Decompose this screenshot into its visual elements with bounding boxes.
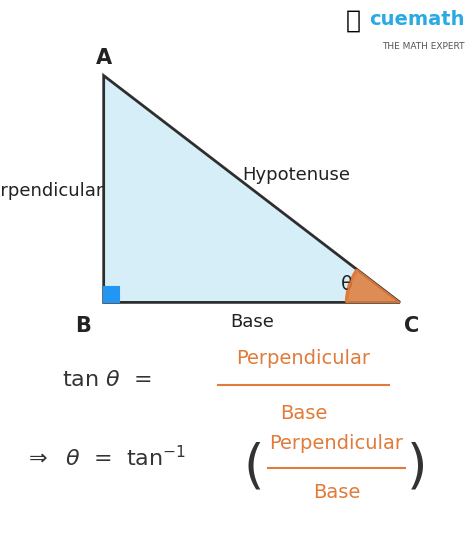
Polygon shape	[346, 270, 400, 302]
Text: Perpendicular: Perpendicular	[237, 349, 370, 368]
Text: (: (	[243, 442, 264, 494]
Text: cuemath: cuemath	[369, 10, 465, 29]
Text: Base: Base	[280, 403, 327, 423]
Text: θ: θ	[341, 275, 353, 294]
Text: tan $\theta$  =: tan $\theta$ =	[62, 371, 151, 391]
Text: C: C	[404, 316, 419, 336]
Text: Hypotenuse: Hypotenuse	[242, 166, 350, 185]
Text: Perpendicular: Perpendicular	[0, 181, 104, 200]
Text: A: A	[96, 48, 112, 68]
Text: Perpendicular: Perpendicular	[270, 434, 403, 453]
Text: B: B	[75, 316, 91, 336]
Text: THE MATH EXPERT: THE MATH EXPERT	[382, 42, 465, 51]
Bar	[104, 287, 118, 302]
Text: Base: Base	[230, 313, 274, 331]
Text: 🚀: 🚀	[346, 9, 361, 33]
Polygon shape	[104, 75, 400, 302]
Text: ): )	[407, 442, 428, 494]
Text: Base: Base	[313, 483, 360, 502]
Text: $\Rightarrow$  $\theta$  =  tan$^{-1}$: $\Rightarrow$ $\theta$ = tan$^{-1}$	[24, 445, 186, 470]
